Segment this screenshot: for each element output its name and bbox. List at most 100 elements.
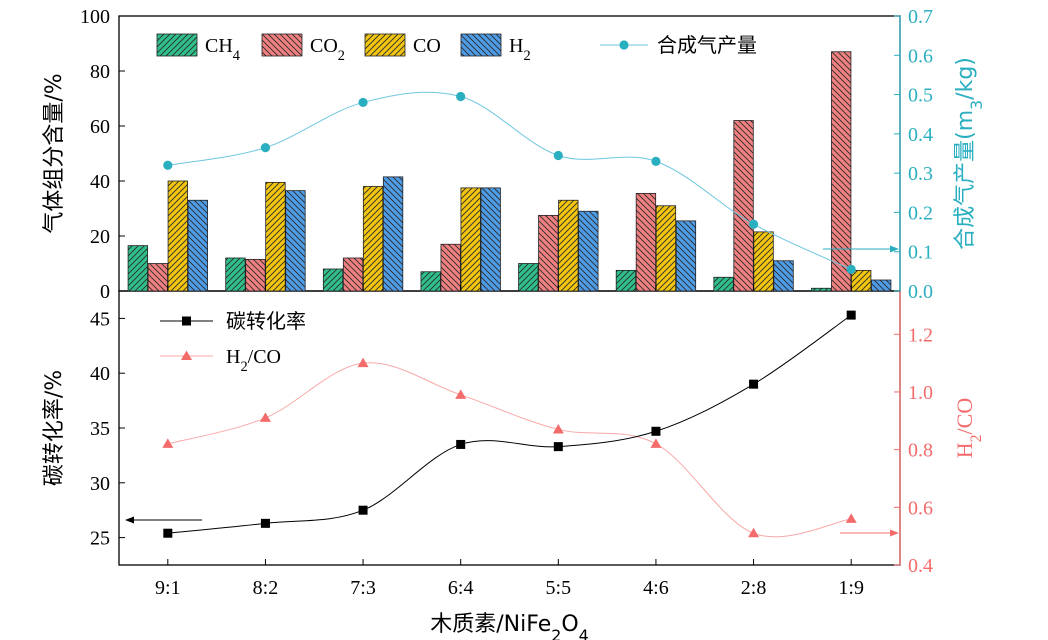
point-carbon-conversion-5:5 [553, 442, 563, 452]
bar-hatch-CO2-2:8 [733, 120, 754, 292]
bottom-right-axis-title: H2/CO [952, 398, 985, 459]
x-tick-label: 5:5 [546, 577, 572, 599]
top-right-tick-label: 0.5 [908, 85, 933, 107]
line-layer [162, 91, 857, 538]
point-h2co-5:5 [552, 423, 564, 434]
bar-hatch-CH4-5:5 [518, 263, 539, 292]
bar-hatch-CO2-9:1 [147, 263, 168, 292]
bar-hatch-CH4-1:9 [811, 287, 832, 292]
legend-marker-carbon-conversion [182, 316, 191, 326]
bottom-right-tick-label: 0.4 [908, 555, 933, 577]
point-syngas-4:6 [651, 156, 661, 166]
point-carbon-conversion-9:1 [163, 528, 173, 538]
x-tick-label: 2:8 [741, 577, 767, 599]
bar-hatch-CO-7:3 [362, 186, 384, 292]
bar-hatch-H2-7:3 [382, 176, 404, 292]
bar-hatch-H2-8:2 [285, 190, 306, 292]
right-axis-arrow-bottom [840, 529, 899, 537]
bar-hatch-CH4-2:8 [713, 276, 734, 292]
bar-layer [127, 51, 892, 292]
bar-hatch-H2-6:4 [480, 187, 501, 292]
bar-hatch-CO-6:4 [460, 187, 481, 292]
point-carbon-conversion-7:3 [358, 505, 368, 515]
bottom-left-tick-label: 45 [90, 308, 110, 330]
series-line-h2co [167, 362, 852, 538]
point-carbon-conversion-8:2 [260, 518, 270, 528]
x-tick-label: 8:2 [253, 577, 279, 599]
bar-hatch-CO2-7:3 [342, 257, 364, 292]
top-right-tick-label: 0.0 [908, 281, 933, 303]
legend-swatch-hatch-CO [364, 33, 406, 57]
bar-hatch-H2-4:6 [675, 220, 697, 292]
bottom-right-tick-label: 0.6 [908, 497, 933, 519]
x-tick-label: 4:6 [643, 577, 669, 599]
top-left-axis-title: 气体组分含量/% [42, 73, 67, 233]
bar-hatch-CO-4:6 [655, 205, 677, 292]
bottom-right-tick-label: 1.2 [908, 324, 933, 346]
top-left-tick-label: 40 [90, 171, 110, 193]
top-left-tick-label: 60 [90, 116, 110, 138]
top-left-tick-label: 100 [80, 6, 110, 28]
legend-swatch-hatch-CH4 [156, 33, 198, 57]
point-h2co-1:9 [845, 513, 857, 523]
bar-hatch-H2-2:8 [773, 260, 794, 292]
bar-hatch-CO2-8:2 [245, 258, 266, 292]
legend-marker-h2co [181, 350, 192, 360]
x-tick-label: 1:9 [838, 577, 864, 599]
point-h2co-6:4 [455, 389, 467, 399]
top-right-tick-label: 0.2 [908, 202, 933, 224]
legend-label-carbon-conversion: 碳转化率 [226, 309, 306, 333]
point-syngas-2:8 [748, 219, 759, 229]
bar-hatch-CH4-4:6 [615, 269, 637, 292]
point-syngas-7:3 [358, 97, 368, 108]
point-syngas-5:5 [553, 150, 563, 161]
top-right-tick-label: 0.4 [908, 124, 933, 146]
point-h2co-8:2 [259, 412, 271, 422]
series-line-carbon-conversion [167, 314, 852, 534]
point-h2co-9:1 [162, 438, 174, 448]
point-syngas-6:4 [456, 91, 466, 102]
top-left-tick-label: 20 [90, 226, 110, 248]
bar-hatch-CO2-1:9 [831, 51, 852, 292]
bar-hatch-H2-1:9 [871, 279, 892, 292]
bar-hatch-CH4-9:1 [127, 245, 148, 292]
point-syngas-8:2 [260, 143, 271, 153]
top-left-tick-label: 0 [100, 281, 110, 303]
bar-hatch-CH4-6:4 [420, 271, 441, 292]
bottom-left-axis-title: 碳转化率/% [42, 370, 67, 486]
top-right-tick-label: 0.3 [908, 163, 933, 185]
x-axis-title: 木质素/NiFe2O4 [430, 612, 588, 640]
bar-hatch-CO2-4:6 [635, 192, 657, 292]
bar-hatch-CH4-7:3 [322, 268, 344, 292]
top-left-tick-label: 80 [90, 61, 110, 83]
left-axis-arrow [125, 516, 202, 524]
point-carbon-conversion-6:4 [456, 439, 466, 449]
point-h2co-4:6 [650, 438, 662, 448]
bottom-left-tick-label: 25 [90, 528, 110, 550]
top-right-tick-label: 0.1 [908, 242, 933, 264]
bar-hatch-H2-5:5 [578, 210, 599, 292]
axes-layer: 0 20 40 60 80 100 0.0 0.1 0.2 0.3 0.4 0.5 0.6 0.7 25 30… [42, 6, 986, 640]
point-syngas-1:9 [846, 264, 856, 274]
legend-swatch-hatch-CO2 [261, 33, 303, 57]
legend-swatch-hatch-H2 [460, 33, 502, 57]
bar-hatch-CH4-8:2 [225, 257, 246, 292]
top-right-tick-label: 0.7 [908, 6, 933, 28]
bar-hatch-CO2-5:5 [538, 214, 559, 292]
point-h2co-2:8 [748, 527, 760, 538]
legend-label-h2co: H2/CO [226, 346, 281, 375]
top-right-axis-title: 合成气产量(m3/kg) [953, 57, 986, 250]
point-carbon-conversion-1:9 [846, 310, 856, 320]
bar-hatch-CO-1:9 [851, 269, 872, 292]
legend-marker-syngas [619, 40, 629, 50]
legend-label-CO: CO [413, 35, 441, 57]
bottom-left-tick-label: 30 [90, 473, 110, 495]
bar-hatch-CO-5:5 [558, 199, 579, 292]
point-carbon-conversion-2:8 [749, 379, 759, 389]
bottom-left-tick-label: 40 [90, 363, 110, 385]
legend-label-CO2: CO2 [310, 35, 345, 64]
bottom-right-tick-label: 1.0 [908, 382, 933, 404]
point-carbon-conversion-4:6 [651, 426, 661, 436]
bottom-right-tick-label: 0.8 [908, 440, 933, 462]
